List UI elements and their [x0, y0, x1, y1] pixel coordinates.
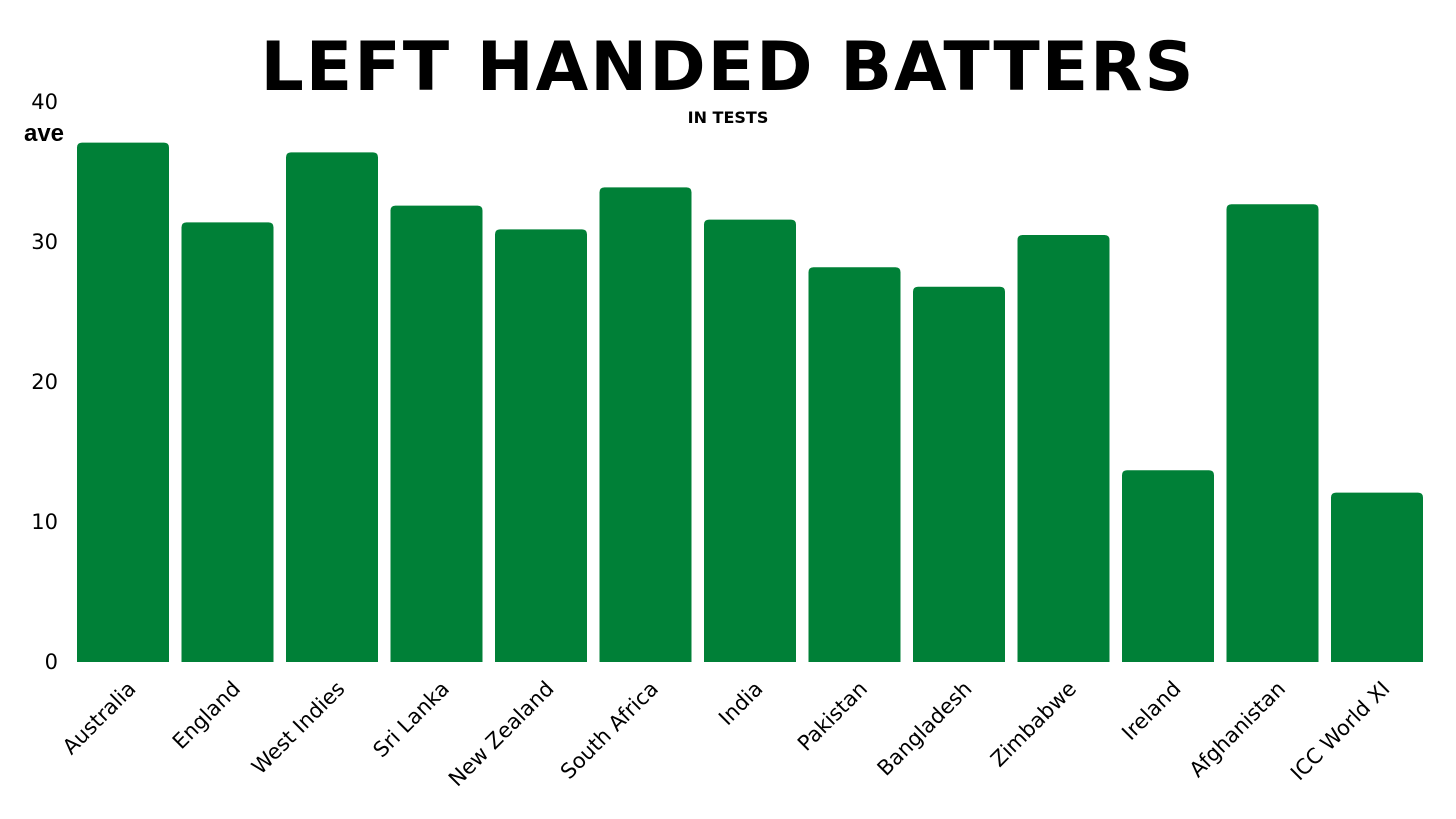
x-tick-label: India [714, 677, 767, 730]
x-tick-label: England [168, 677, 245, 754]
x-tick-label: Pakistan [793, 677, 872, 756]
chart-title: Left Handed Batters [260, 28, 1195, 107]
x-tick-label: New Zealand [444, 677, 559, 792]
bars [77, 142, 1423, 663]
bar-england [181, 222, 274, 662]
x-tick-label: Bangladesh [873, 677, 977, 781]
y-tick-label: 10 [31, 510, 58, 534]
y-tick-label: 40 [31, 90, 58, 114]
bar-bangladesh [913, 286, 1005, 662]
x-tick-label: Sri Lanka [368, 677, 454, 763]
bar-ireland [1122, 470, 1214, 662]
bar-australia [77, 142, 169, 663]
bar-sri-lanka [390, 205, 483, 662]
x-tick-label: Zimbabwe [986, 677, 1081, 772]
bar-zimbabwe [1017, 235, 1110, 662]
bar-new-zealand [495, 229, 587, 662]
bar-icc-world-xi [1331, 492, 1423, 662]
bar-afghanistan [1226, 204, 1319, 662]
y-axis-label: ave [24, 120, 64, 147]
chart-subtitle: in tests [688, 108, 769, 127]
x-tick-label: Afghanistan [1185, 677, 1290, 782]
x-tick-label: South Africa [556, 677, 663, 784]
x-tick-label: ICC World XI [1286, 677, 1395, 786]
y-tick-label: 20 [31, 370, 58, 394]
y-tick-label: 30 [31, 230, 58, 254]
y-axis-ticks: 0 10 20 30 40 [31, 90, 58, 674]
bar-india [704, 219, 796, 662]
x-axis-ticks: Australia England West Indies Sri LankaNew … [58, 677, 1395, 792]
bar-pakistan [808, 267, 901, 662]
bar-south-africa [599, 187, 692, 662]
x-tick-label: Ireland [1117, 677, 1185, 745]
x-tick-label: Australia [58, 677, 141, 760]
x-tick-label: West Indies [247, 677, 349, 779]
bar-west-indies [286, 152, 378, 662]
y-tick-label: 0 [45, 650, 58, 674]
